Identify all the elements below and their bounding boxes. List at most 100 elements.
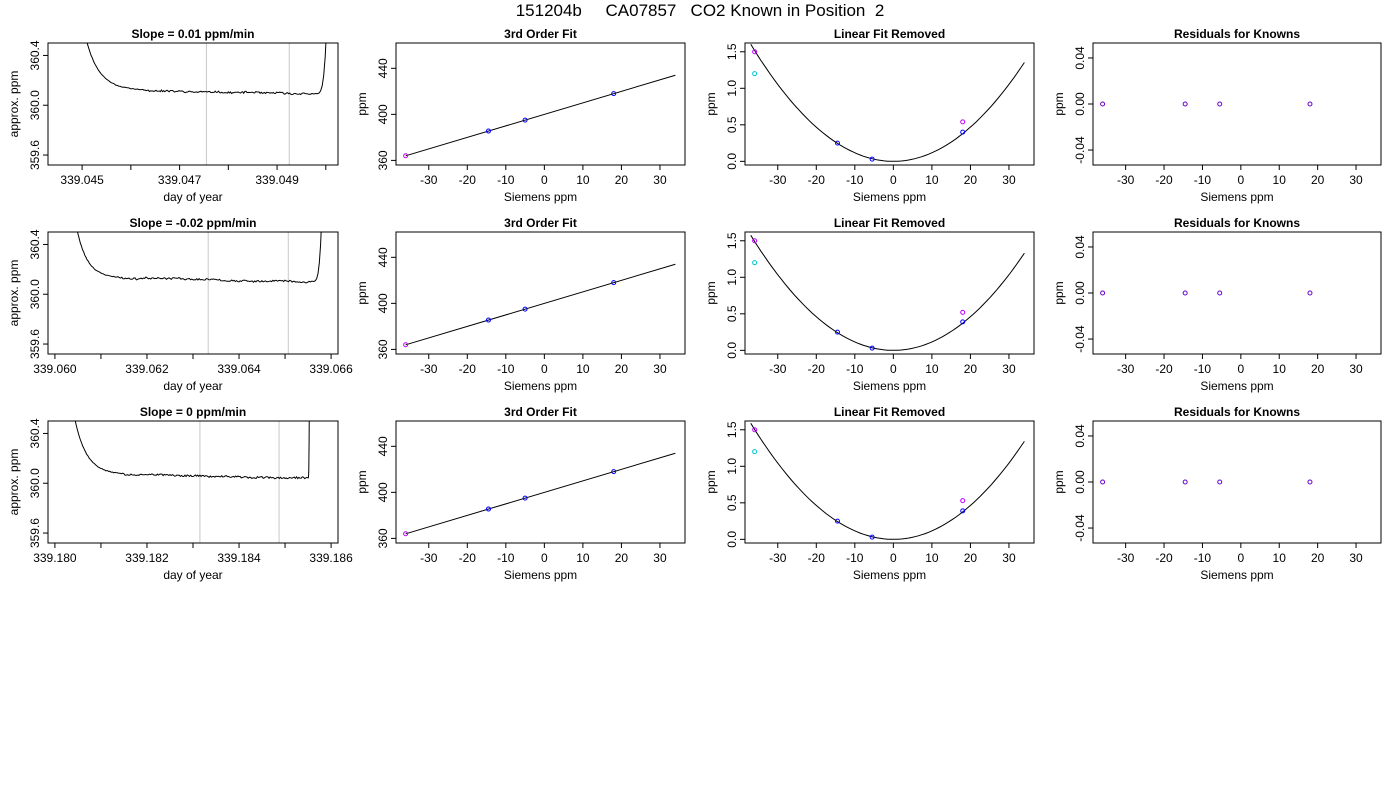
x-tick-label: 10 — [576, 551, 590, 565]
x-tick-label: 339.060 — [33, 362, 77, 376]
fit-curve — [750, 235, 1025, 351]
x-tick-label: -10 — [846, 362, 864, 376]
x-tick-label: 339.062 — [125, 362, 169, 376]
y-axis-label: ppm — [704, 470, 718, 493]
data-point — [752, 260, 758, 266]
y-axis-label: ppm — [355, 470, 369, 493]
x-tick-label: 20 — [1311, 362, 1325, 376]
y-tick-label: 0.5 — [725, 116, 739, 133]
y-tick-label: 0.00 — [1073, 92, 1087, 116]
y-tick-label: 359.6 — [28, 329, 42, 359]
panel-r0-c2: Linear Fit Removed -30 -20 -10 0 10 20 30 0.0 0.5… — [704, 27, 1035, 204]
y-tick-label: 400 — [376, 293, 390, 313]
x-tick-label: -10 — [497, 362, 515, 376]
x-axis-label: Siemens ppm — [1200, 568, 1273, 582]
data-point — [1182, 101, 1188, 107]
x-tick-label: -20 — [808, 173, 826, 187]
y-axis-label: approx. ppm — [7, 449, 21, 516]
x-tick-label: 339.047 — [158, 173, 202, 187]
data-point — [1100, 290, 1106, 296]
panel-r2-c1: 3rd Order Fit -30 -20 -10 0 10 20 30 360 400 440 Si… — [355, 405, 686, 582]
x-axis-label: Siemens ppm — [504, 568, 577, 582]
data-point — [403, 153, 409, 159]
fit-curve — [750, 423, 1025, 540]
data-point — [960, 498, 966, 504]
x-tick-label: -30 — [420, 551, 438, 565]
data-point — [1217, 101, 1223, 107]
x-tick-label: 339.066 — [309, 362, 353, 376]
data-point — [1217, 290, 1223, 296]
data-point — [611, 280, 617, 286]
panel-title: 3rd Order Fit — [504, 27, 577, 41]
x-tick-label: 30 — [1349, 173, 1363, 187]
data-point — [522, 306, 528, 312]
data-point — [834, 140, 840, 146]
plot-frame — [47, 231, 339, 355]
x-tick-label: -20 — [459, 173, 477, 187]
data-point — [1217, 479, 1223, 485]
panel-title: Slope = 0 ppm/min — [140, 405, 246, 419]
y-tick-label: 1.0 — [725, 458, 739, 475]
x-axis-label: Siemens ppm — [853, 568, 926, 582]
y-tick-label: 440 — [376, 58, 390, 78]
x-tick-label: 20 — [964, 551, 978, 565]
x-tick-label: 10 — [1273, 173, 1287, 187]
data-point — [1100, 101, 1106, 107]
panel-title: 3rd Order Fit — [504, 216, 577, 230]
x-axis-label: Siemens ppm — [853, 190, 926, 204]
x-tick-label: -10 — [497, 173, 515, 187]
data-point — [611, 469, 617, 475]
panel-r1-c0: Slope = -0.02 ppm/min 339.060 339.062 339.0… — [7, 216, 353, 393]
x-tick-label: -20 — [1155, 551, 1173, 565]
y-tick-label: 0.04 — [1073, 235, 1087, 259]
x-tick-label: 20 — [1311, 551, 1325, 565]
y-tick-label: 360.4 — [28, 229, 42, 259]
x-tick-label: 10 — [1273, 551, 1287, 565]
x-tick-label: -10 — [846, 551, 864, 565]
x-tick-label: 0 — [1237, 173, 1244, 187]
fit-line — [405, 452, 676, 535]
y-tick-label: 360.0 — [28, 279, 42, 309]
data-point — [834, 518, 840, 524]
x-tick-label: 339.064 — [217, 362, 261, 376]
x-tick-label: 30 — [1349, 362, 1363, 376]
x-tick-label: 30 — [1349, 551, 1363, 565]
data-point — [1307, 290, 1313, 296]
y-tick-label: 359.6 — [28, 518, 42, 548]
y-axis-label: ppm — [704, 92, 718, 115]
x-tick-label: 30 — [1002, 173, 1016, 187]
y-tick-label: -0.04 — [1073, 325, 1087, 353]
y-tick-label: 0.5 — [725, 305, 739, 322]
panel-r2-c2: Linear Fit Removed -30 -20 -10 0 10 20 30 0.0 0.5… — [704, 405, 1035, 582]
y-tick-label: 0.0 — [725, 342, 739, 359]
data-point — [752, 427, 758, 433]
y-tick-label: 360 — [376, 150, 390, 170]
panel-title: Slope = 0.01 ppm/min — [131, 27, 254, 41]
data-point — [752, 238, 758, 244]
fit-line — [405, 74, 676, 157]
panel-r0-c0: Slope = 0.01 ppm/min 339.045 339.047 339.04… — [7, 27, 339, 204]
x-tick-label: 0 — [890, 173, 897, 187]
y-axis-label: ppm — [1052, 281, 1066, 304]
panel-title: Residuals for Knowns — [1174, 27, 1300, 41]
x-axis-label: Siemens ppm — [1200, 190, 1273, 204]
y-tick-label: 0.5 — [725, 494, 739, 511]
panel-r1-c2: Linear Fit Removed -30 -20 -10 0 10 20 30 0.0 0.5… — [704, 216, 1035, 393]
x-tick-label: -30 — [420, 362, 438, 376]
x-tick-label: -20 — [1155, 173, 1173, 187]
panel-title: Linear Fit Removed — [834, 27, 945, 41]
plot-frame — [395, 42, 686, 166]
x-tick-label: -30 — [420, 173, 438, 187]
x-tick-label: -10 — [1194, 173, 1212, 187]
x-tick-label: 20 — [615, 173, 629, 187]
x-axis-label: Siemens ppm — [853, 379, 926, 393]
x-tick-label: 20 — [615, 551, 629, 565]
y-tick-label: 1.0 — [725, 269, 739, 286]
y-tick-label: 400 — [376, 482, 390, 502]
data-point — [485, 317, 491, 323]
x-axis-label: Siemens ppm — [504, 190, 577, 204]
x-tick-label: 30 — [653, 551, 667, 565]
y-tick-label: 360.4 — [28, 40, 42, 70]
x-tick-label: 30 — [1002, 362, 1016, 376]
